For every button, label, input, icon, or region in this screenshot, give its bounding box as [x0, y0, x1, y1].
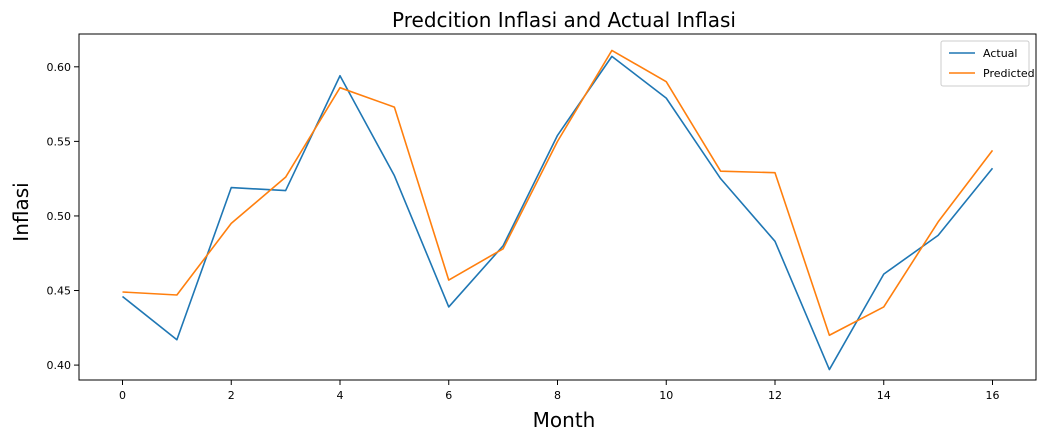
series-line-actual — [122, 55, 994, 371]
plot-frame — [78, 33, 1037, 381]
x-axis-ticks: 0 2 4 6 8 10 12 14 16 — [119, 380, 1000, 402]
series-layer — [122, 49, 994, 371]
y-axis-title: Inflasi — [9, 182, 33, 241]
x-tick-label: 12 — [768, 389, 782, 402]
x-axis-title: Month — [533, 408, 596, 432]
x-tick-label: 6 — [445, 389, 452, 402]
x-tick-label: 8 — [554, 389, 561, 402]
x-tick-label: 2 — [228, 389, 235, 402]
x-tick-label: 16 — [986, 389, 1000, 402]
legend: Actual Predicted — [940, 40, 1035, 87]
y-tick-label: 0.40 — [47, 359, 72, 372]
y-tick-label: 0.45 — [47, 285, 72, 298]
x-tick-label: 14 — [877, 389, 891, 402]
y-tick-label: 0.55 — [47, 135, 72, 148]
legend-label-predicted: Predicted — [983, 67, 1035, 80]
plot-area — [78, 33, 1037, 381]
legend-label-actual: Actual — [983, 47, 1017, 60]
x-tick-label: 0 — [119, 389, 126, 402]
series-line-predicted — [122, 49, 994, 337]
y-tick-label: 0.50 — [47, 210, 72, 223]
x-tick-label: 10 — [659, 389, 673, 402]
chart-title: Predcition Inflasi and Actual Inflasi — [392, 8, 736, 32]
y-axis-ticks: 0.40 0.45 0.50 0.55 0.60 — [47, 61, 79, 372]
y-tick-label: 0.60 — [47, 61, 72, 74]
x-tick-label: 4 — [337, 389, 344, 402]
